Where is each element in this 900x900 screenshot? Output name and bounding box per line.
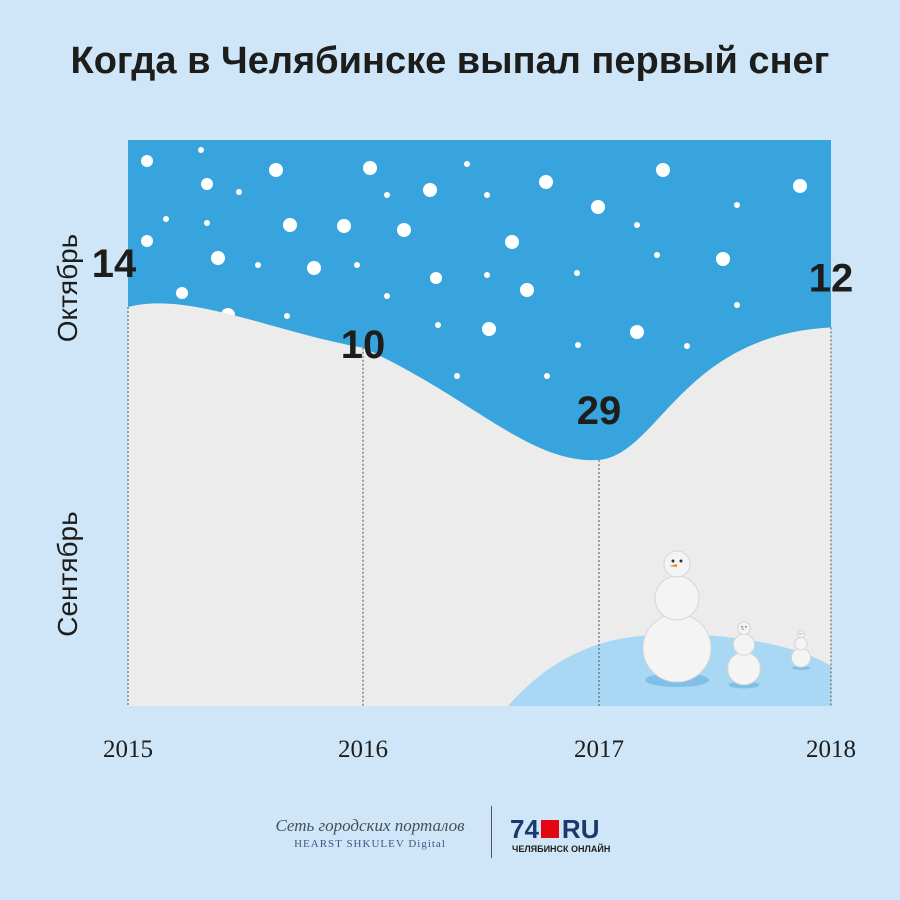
snowflake-icon — [484, 192, 490, 198]
snowflake-icon — [430, 272, 442, 284]
snowflake-icon — [574, 270, 580, 276]
snowflake-icon — [255, 262, 261, 268]
chart-title: Когда в Челябинске выпал первый снег — [70, 40, 830, 82]
snowflake-icon — [520, 283, 534, 297]
site-logo-ru: RU — [561, 814, 600, 844]
snowflake-icon — [384, 293, 390, 299]
network-logo-text: Сеть городских порталов — [275, 816, 465, 835]
site-logo: 74 RU — [510, 814, 599, 845]
snowflake-icon — [539, 175, 553, 189]
snowflake-icon — [397, 223, 411, 237]
snowflake-icon — [482, 322, 496, 336]
footer-divider — [491, 806, 492, 858]
snowman-large-icon — [642, 550, 712, 687]
snowflake-icon — [716, 252, 730, 266]
snowflake-icon — [141, 155, 153, 167]
snowflake-icon — [176, 287, 188, 299]
snowflake-icon — [734, 202, 740, 208]
snowflake-icon — [630, 325, 644, 339]
snowflake-icon — [684, 343, 690, 349]
snowman-medium-icon — [727, 621, 761, 689]
snowflake-icon — [284, 313, 290, 319]
snowflake-icon — [384, 192, 390, 198]
snowman-small-icon — [790, 629, 812, 670]
snow-ground — [128, 303, 831, 706]
site-logo-sub: ЧЕЛЯБИНСК ОНЛАЙН — [512, 844, 611, 854]
data-label-2016: 10 — [341, 323, 386, 367]
data-label-2017: 29 — [577, 389, 622, 433]
site-logo-num: 74 — [510, 814, 539, 844]
snowflake-icon — [141, 235, 153, 247]
snowflake-icon — [656, 163, 670, 177]
site-logo-square-icon — [540, 820, 559, 838]
snowflake-icon — [363, 161, 377, 175]
snowflake-icon — [484, 272, 490, 278]
network-logo-sub: HEARST SHKULEV Digital — [294, 838, 446, 850]
snowflake-icon — [634, 222, 640, 228]
snowflake-icon — [423, 183, 437, 197]
x-tick-2018: 2018 — [806, 736, 856, 763]
snowflake-icon — [544, 373, 550, 379]
snowflake-icon — [211, 251, 225, 265]
snowflake-icon — [163, 216, 169, 222]
year-guides — [127, 307, 832, 706]
x-tick-2017: 2017 — [574, 736, 624, 763]
data-labels: 14 10 29 12 — [92, 242, 854, 433]
snowflake-icon — [654, 252, 660, 258]
footer: Сеть городских порталов HEARST SHKULEV D… — [0, 800, 900, 880]
snowflake-icon — [575, 342, 581, 348]
snowflake-icon — [307, 261, 321, 275]
snowflake-icon — [201, 178, 213, 190]
snowflake-icon — [793, 179, 807, 193]
snowflake-icon — [204, 220, 210, 226]
snowflake-icon — [734, 302, 740, 308]
data-label-2018: 12 — [809, 256, 854, 300]
snowflake-icon — [337, 219, 351, 233]
snowflake-icon — [198, 147, 204, 153]
snowflake-icon — [464, 161, 470, 167]
snowflake-icon — [354, 262, 360, 268]
snowflake-icon — [505, 235, 519, 249]
snowflake-icon — [591, 200, 605, 214]
snowmen — [642, 550, 812, 689]
x-tick-2016: 2016 — [338, 736, 388, 763]
snowflake-icon — [269, 163, 283, 177]
snowflake-icon — [435, 322, 441, 328]
data-label-2015: 14 — [92, 242, 137, 286]
snowflake-icon — [283, 218, 297, 232]
snowflake-icon — [236, 189, 242, 195]
x-tick-2015: 2015 — [103, 736, 153, 763]
snowflake-icon — [454, 373, 460, 379]
